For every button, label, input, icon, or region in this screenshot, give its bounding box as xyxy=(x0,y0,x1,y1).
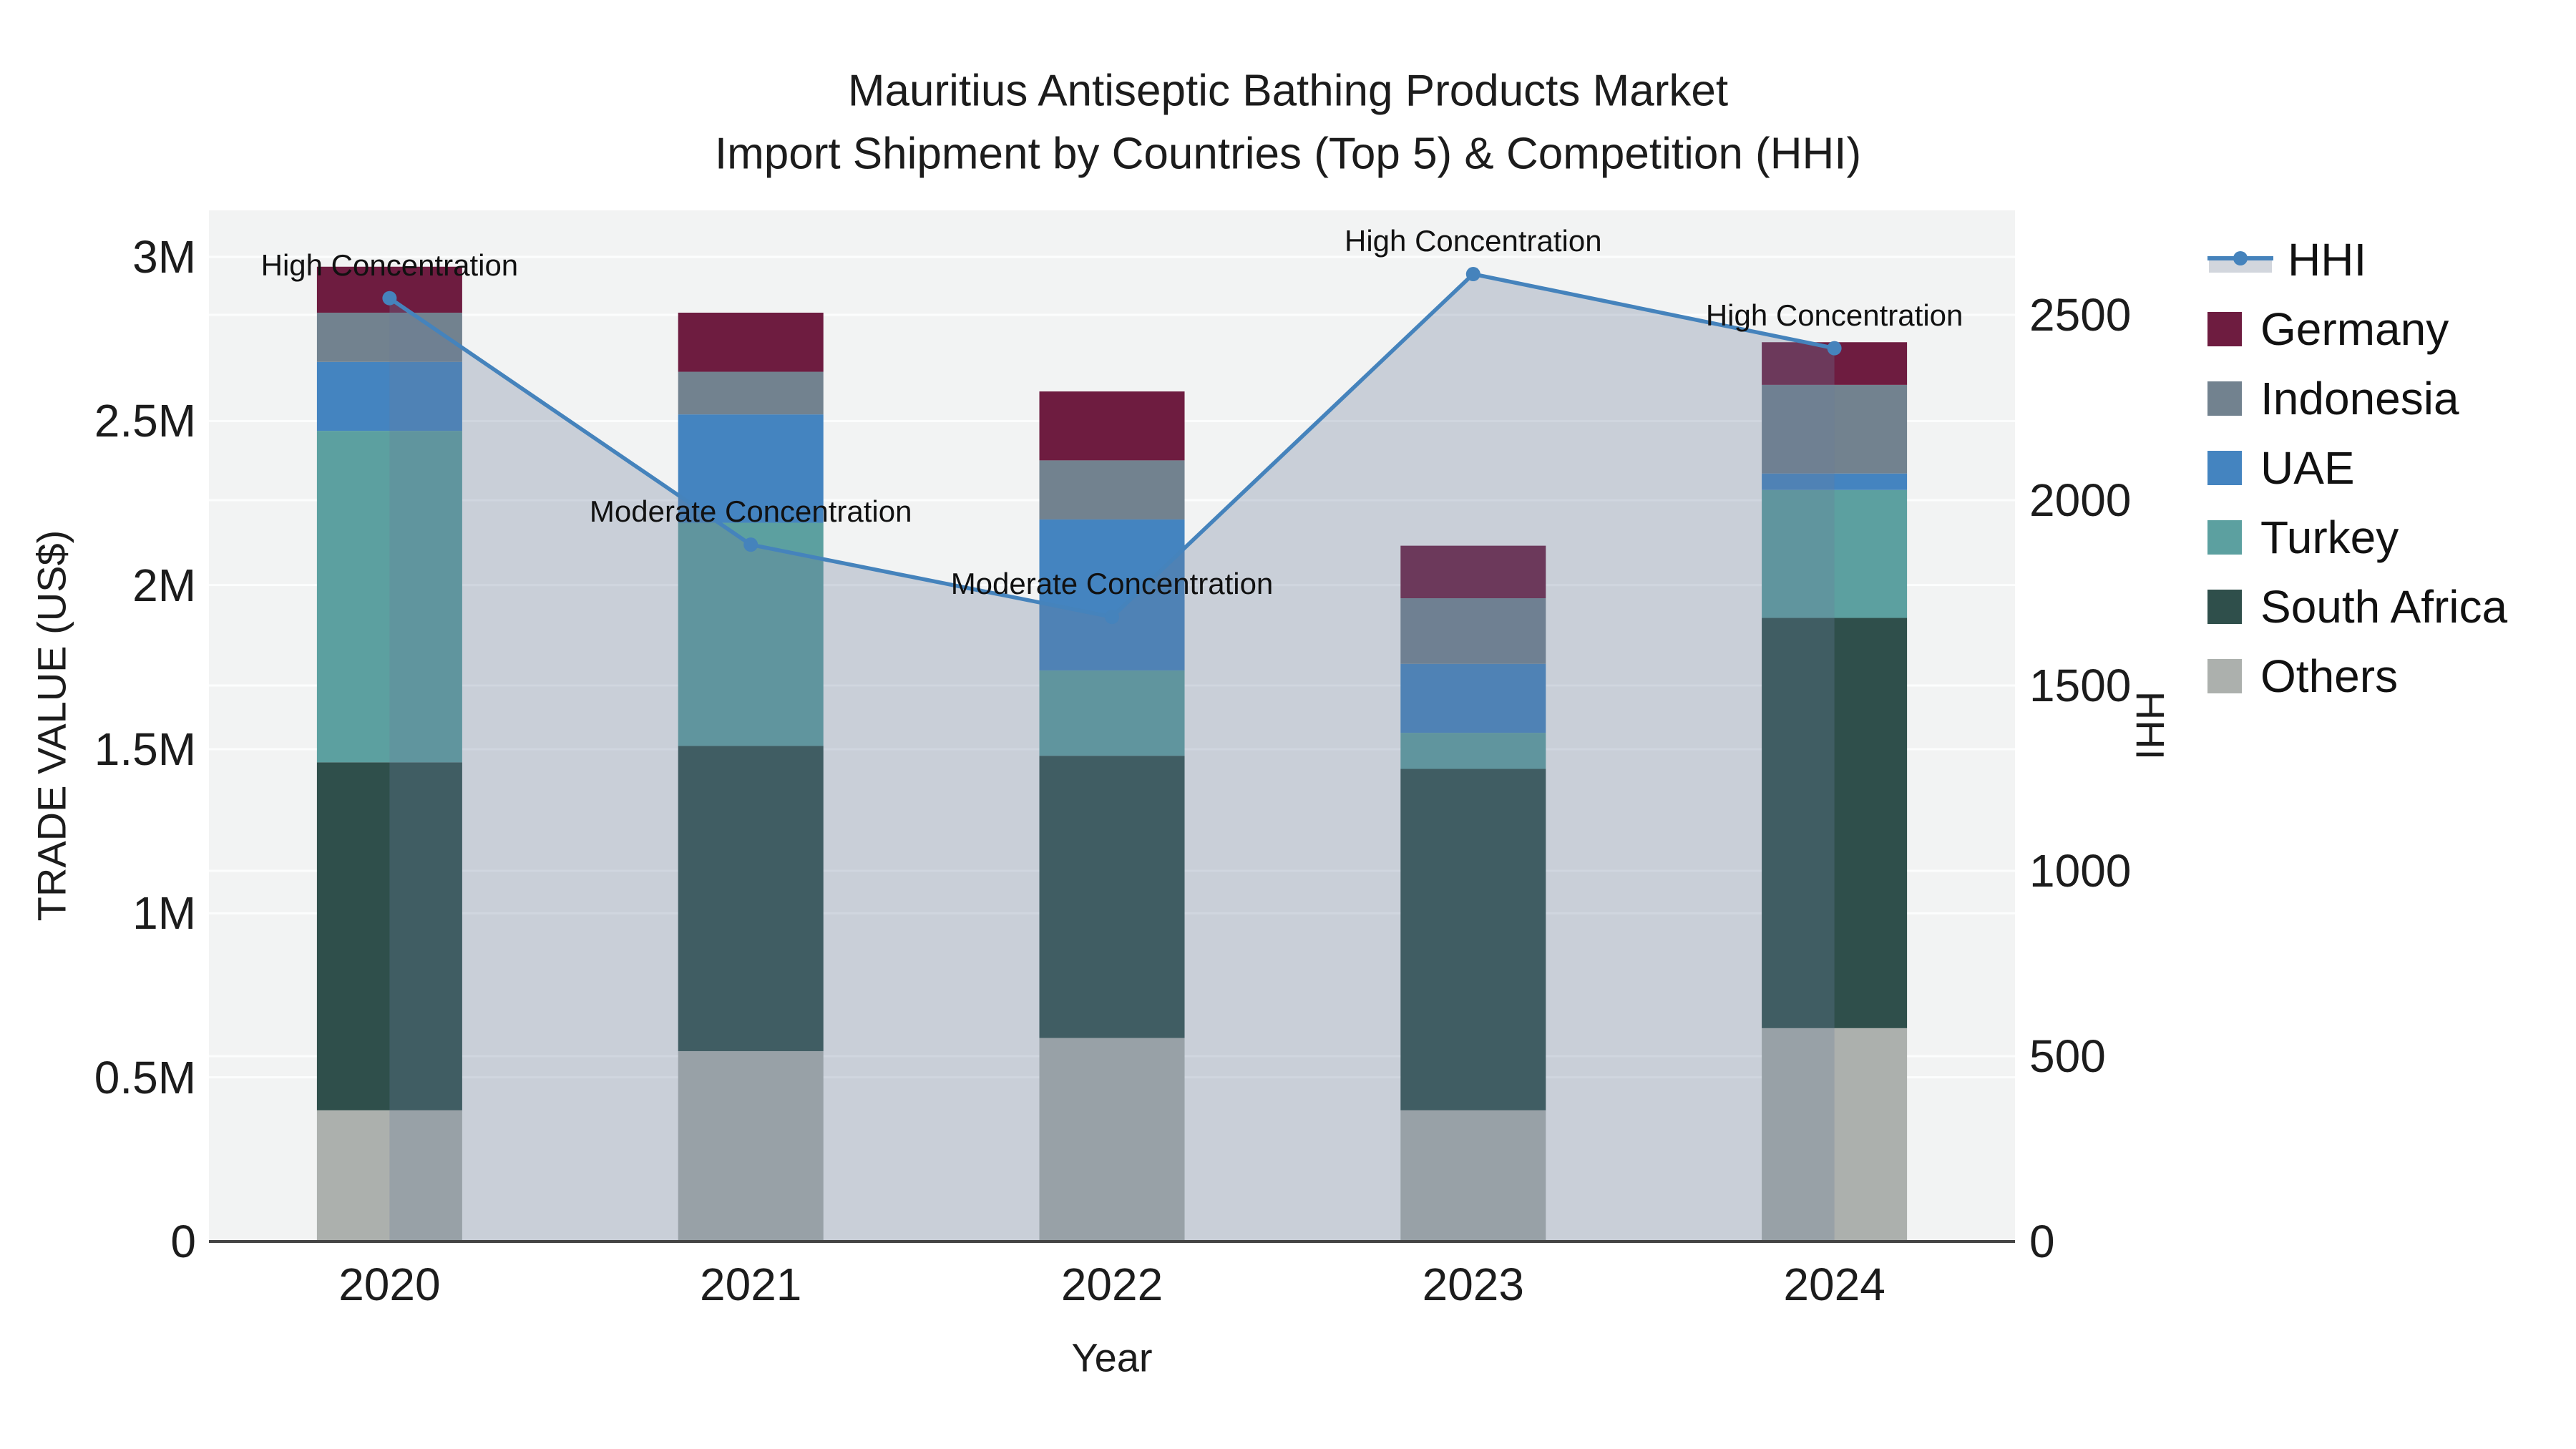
bar-2020-indonesia xyxy=(316,312,462,362)
y-right-tick-1000: 1000 xyxy=(2029,845,2132,897)
bar-2021-others xyxy=(678,1050,824,1241)
hhi-marker-2024 xyxy=(1827,341,1842,356)
legend-item-turkey[interactable]: Turkey xyxy=(2207,502,2507,572)
hhi-marker-2020 xyxy=(382,291,397,306)
bar-2022-south-africa xyxy=(1039,756,1185,1038)
bar-2020-turkey xyxy=(316,431,462,763)
bar-2021-south-africa xyxy=(678,746,824,1051)
bar-2023-others xyxy=(1400,1110,1546,1241)
legend-swatch-south-africa xyxy=(2207,589,2242,624)
legend-label: UAE xyxy=(2260,441,2355,494)
bar-2023-turkey xyxy=(1400,733,1546,769)
legend-label: Others xyxy=(2260,650,2399,702)
legend-swatch-turkey xyxy=(2207,519,2242,555)
legend-swatch-others xyxy=(2207,658,2242,693)
legend: HHI Germany Indonesia UAE Turkey South Africa… xyxy=(2207,225,2507,711)
legend-item-uae[interactable]: UAE xyxy=(2207,433,2507,502)
hhi-line-swatch xyxy=(2207,243,2273,277)
annotation-2023: High Concentration xyxy=(1345,224,1602,258)
x-tick-2023: 2023 xyxy=(1422,1259,1524,1310)
hhi-marker-2022 xyxy=(1105,610,1119,625)
annotation-2024: High Concentration xyxy=(1705,298,1963,332)
y-left-tick-0.5M: 0.5M xyxy=(94,1051,196,1103)
y-left-tick-0: 0 xyxy=(170,1216,196,1267)
legend-item-indonesia[interactable]: Indonesia xyxy=(2207,364,2507,433)
bar-2024-others xyxy=(1762,1028,1908,1241)
legend-label: Indonesia xyxy=(2260,372,2459,424)
hhi-marker-2023 xyxy=(1465,267,1480,282)
y-right-tick-0: 0 xyxy=(2029,1216,2055,1267)
legend-label: South Africa xyxy=(2260,580,2508,633)
y-right-tick-500: 500 xyxy=(2029,1030,2106,1082)
bar-2022-turkey xyxy=(1039,670,1185,756)
x-tick-2020: 2020 xyxy=(338,1259,441,1310)
bar-2021-germany xyxy=(678,312,824,372)
y-right-tick-2000: 2000 xyxy=(2029,474,2132,526)
y-right-tick-2500: 2500 xyxy=(2029,289,2132,341)
bar-2020-south-africa xyxy=(316,762,462,1111)
legend-label: Turkey xyxy=(2260,511,2399,563)
y-left-tick-3M: 3M xyxy=(132,231,196,283)
bar-2020-uae xyxy=(316,361,462,431)
bar-2022-indonesia xyxy=(1039,460,1185,519)
legend-swatch-germany xyxy=(2207,311,2242,346)
y-right-tick-1500: 1500 xyxy=(2029,660,2132,711)
legend-swatch-uae xyxy=(2207,450,2242,485)
legend-item-germany[interactable]: Germany xyxy=(2207,294,2507,364)
y-left-tick-1M: 1M xyxy=(132,887,196,940)
chart-title-line2: Import Shipment by Countries (Top 5) & C… xyxy=(714,129,1862,179)
legend-item-hhi[interactable]: HHI xyxy=(2207,225,2507,294)
hhi-marker-2021 xyxy=(743,537,758,552)
bar-2020-others xyxy=(316,1110,462,1241)
bar-2021-uae xyxy=(678,414,824,523)
x-tick-2022: 2022 xyxy=(1060,1259,1163,1310)
bar-2023-uae xyxy=(1400,663,1546,733)
y-left-tick-1.5M: 1.5M xyxy=(94,723,196,775)
legend-label: HHI xyxy=(2288,233,2367,286)
bar-2024-turkey xyxy=(1762,489,1908,618)
annotation-2020: High Concentration xyxy=(260,248,519,282)
bar-2022-germany xyxy=(1039,391,1185,461)
x-tick-2024: 2024 xyxy=(1783,1259,1885,1310)
y-left-tick-2M: 2M xyxy=(132,559,196,611)
bar-2023-south-africa xyxy=(1400,769,1546,1111)
annotation-2022: Moderate Concentration xyxy=(950,567,1274,601)
legend-swatch-indonesia xyxy=(2207,381,2242,416)
legend-item-others[interactable]: Others xyxy=(2207,641,2507,711)
bar-2023-germany xyxy=(1400,545,1546,599)
bar-2021-turkey xyxy=(678,522,824,746)
annotation-2021: Moderate Concentration xyxy=(589,494,912,529)
y-left-tick-2.5M: 2.5M xyxy=(94,395,196,447)
bar-2023-indonesia xyxy=(1400,598,1546,664)
legend-label: Germany xyxy=(2260,303,2449,355)
chart-title-line1: Mauritius Antiseptic Bathing Products Ma… xyxy=(847,66,1729,116)
bar-2024-uae xyxy=(1762,473,1908,490)
bar-2022-others xyxy=(1039,1038,1185,1241)
x-axis-title: Year xyxy=(1071,1335,1153,1380)
bar-2024-south-africa xyxy=(1762,618,1908,1028)
hhi-area-fill xyxy=(389,274,1835,1241)
bar-2021-indonesia xyxy=(678,371,824,415)
legend-item-south-africa[interactable]: South Africa xyxy=(2207,572,2507,641)
x-tick-2021: 2021 xyxy=(700,1259,802,1310)
bar-2022-uae xyxy=(1039,519,1185,670)
y-axis-right-title: HHI xyxy=(2127,691,2173,761)
bar-2024-indonesia xyxy=(1762,384,1908,474)
y-axis-left-title: TRADE VALUE (US$) xyxy=(29,530,74,922)
